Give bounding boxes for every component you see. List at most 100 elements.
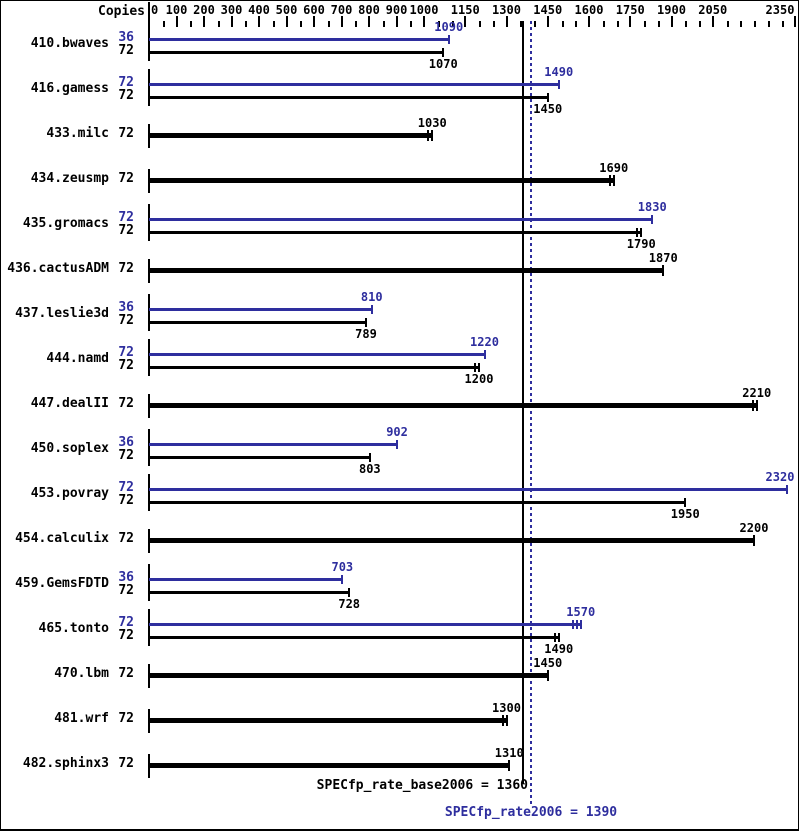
value-label: 902 — [386, 425, 408, 439]
row-axis-segment — [148, 429, 150, 466]
axis-tick-label: 1750 — [615, 3, 645, 17]
result-bar — [149, 456, 370, 459]
value-label: 1790 — [626, 237, 656, 251]
axis-tick-label: 1600 — [574, 3, 604, 17]
copies-label: 72 — [118, 615, 134, 630]
axis-tick-label: 0 — [151, 3, 159, 17]
bar-end-tick — [427, 130, 430, 141]
benchmark-name: 450.soplex — [30, 441, 109, 456]
value-label: 1490 — [544, 65, 574, 79]
result-bar — [149, 488, 787, 491]
row-axis-segment — [148, 69, 150, 106]
bar-end-tick — [447, 35, 450, 44]
row-axis-segment — [148, 24, 150, 61]
value-label: 1570 — [566, 605, 596, 619]
base-summary-label: SPECfp_rate_base2006 = 1360 — [316, 778, 528, 793]
axis-minor-tick — [575, 21, 578, 27]
copies-label: 72 — [118, 43, 134, 58]
bar-end-tick — [364, 318, 367, 327]
bar-end-tick — [651, 215, 654, 224]
bar-end-tick — [751, 400, 754, 411]
value-label: 2320 — [765, 470, 795, 484]
axis-tick-label: 600 — [303, 3, 325, 17]
benchmark-name: 410.bwaves — [30, 36, 109, 51]
result-bar — [149, 218, 653, 221]
axis-minor-tick — [451, 21, 454, 27]
axis-tick-label: 1900 — [657, 3, 686, 17]
benchmark-name: 444.namd — [46, 351, 109, 366]
bar-end-tick — [505, 715, 508, 726]
axis-major-tick — [395, 16, 398, 27]
axis-minor-tick — [327, 21, 330, 27]
copies-label: 72 — [118, 261, 134, 276]
axis-minor-tick — [437, 21, 440, 27]
axis-major-tick — [629, 16, 632, 27]
copies-label: 36 — [118, 570, 134, 585]
result-bar — [149, 133, 433, 138]
row-axis-segment — [148, 564, 150, 601]
copies-label: 72 — [118, 666, 134, 681]
bar-end-tick — [557, 80, 560, 89]
copies-label: 72 — [118, 358, 134, 373]
result-bar — [149, 538, 754, 543]
result-bar — [149, 403, 757, 408]
copies-label: 72 — [118, 531, 134, 546]
axis-major-tick — [794, 16, 797, 27]
benchmark-name: 435.gromacs — [22, 216, 109, 231]
axis-tick-label: 2350 — [765, 3, 795, 17]
value-label: 789 — [355, 327, 377, 341]
copies-label: 72 — [118, 583, 134, 598]
bar-end-tick — [553, 633, 556, 642]
value-label: 1870 — [648, 251, 678, 265]
bar-end-tick — [612, 175, 615, 186]
axis-minor-tick — [217, 21, 220, 27]
axis-minor-tick — [616, 21, 619, 27]
copies-label: 72 — [118, 493, 134, 508]
axis-minor-tick — [740, 21, 743, 27]
result-bar — [149, 83, 559, 86]
axis-major-tick — [423, 16, 425, 27]
copies-label: 36 — [118, 435, 134, 450]
value-label: 1450 — [533, 102, 563, 116]
axis-minor-tick — [300, 21, 303, 27]
copies-label: 72 — [118, 396, 134, 411]
axis-minor-tick — [767, 21, 770, 27]
value-label: 1490 — [544, 642, 574, 656]
result-bar — [149, 51, 444, 54]
bar-end-tick — [501, 715, 504, 726]
result-bar — [149, 673, 548, 678]
benchmark-name: 454.calculix — [15, 531, 109, 546]
row-axis-segment — [148, 204, 150, 241]
axis-major-tick — [258, 16, 260, 27]
result-bar — [149, 636, 559, 639]
axis-tick-label: 200 — [193, 3, 215, 17]
result-bar — [149, 366, 479, 369]
result-bar — [149, 591, 350, 594]
value-label: 1200 — [464, 372, 494, 386]
axis-tick-label: 2050 — [698, 3, 728, 17]
copies-label: 36 — [118, 30, 134, 45]
value-label: 1830 — [637, 200, 667, 214]
copies-label: 72 — [118, 88, 134, 103]
copies-label: 72 — [118, 480, 134, 495]
benchmark-name: 482.sphinx3 — [22, 756, 109, 771]
axis-major-tick — [340, 16, 343, 27]
axis-minor-tick — [382, 21, 385, 27]
axis-major-tick — [285, 16, 288, 27]
bar-end-tick — [546, 670, 549, 681]
axis-minor-tick — [644, 21, 646, 27]
result-bar — [149, 501, 686, 504]
bar-end-tick — [608, 175, 611, 186]
peak-summary-label: SPECfp_rate2006 = 1390 — [444, 805, 618, 820]
axis-minor-tick — [410, 21, 413, 27]
benchmark-name: 434.zeusmp — [30, 171, 109, 186]
benchmark-name: 465.tonto — [38, 621, 109, 636]
copies-column-header: Copies — [98, 4, 145, 19]
bar-end-tick — [478, 363, 480, 372]
axis-major-tick — [588, 16, 590, 27]
value-label: 1300 — [492, 701, 521, 715]
copies-label: 72 — [118, 313, 134, 328]
result-bar — [149, 231, 642, 234]
